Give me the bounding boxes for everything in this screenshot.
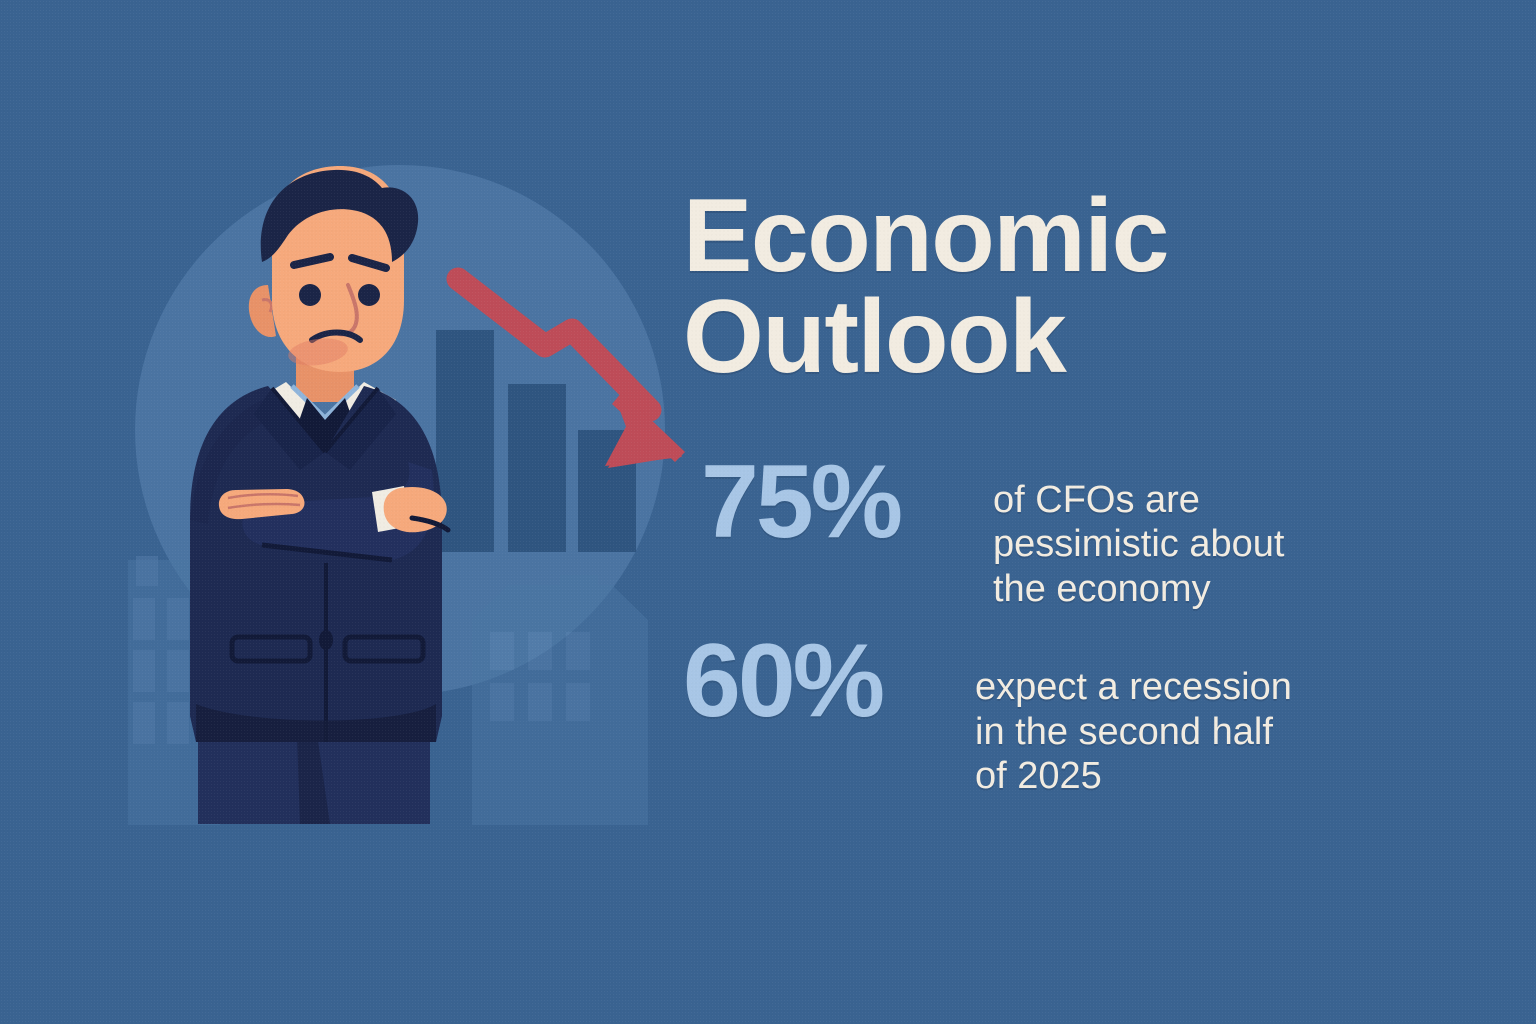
text-column: Economic Outlook 75% of CFOs are pessimi… [683, 178, 1483, 798]
stat-description-75: of CFOs are pessimistic about the econom… [993, 478, 1285, 610]
hand-left [218, 489, 305, 520]
suit-jacket [190, 386, 442, 742]
hair [260, 169, 419, 262]
stat-value-60: 60% [683, 623, 885, 740]
head [248, 166, 419, 372]
stat-value-75: 75% [701, 443, 903, 560]
mouth [309, 329, 363, 343]
hand-right [372, 486, 451, 533]
page-title: Economic Outlook [683, 178, 1170, 395]
stat-item-60: 60% expect a recession in the second hal… [683, 629, 1483, 798]
eye-right [358, 284, 380, 306]
eye-left [299, 284, 321, 306]
arm-upper [242, 462, 434, 560]
downward-arrow-icon [446, 267, 685, 468]
city-skyline-icon [128, 556, 648, 825]
stat-item-75: 75% of CFOs are pessimistic about the ec… [683, 450, 1483, 611]
stat-description-60: expect a recession in the second half of… [975, 666, 1292, 798]
businessman-figure [190, 166, 451, 824]
